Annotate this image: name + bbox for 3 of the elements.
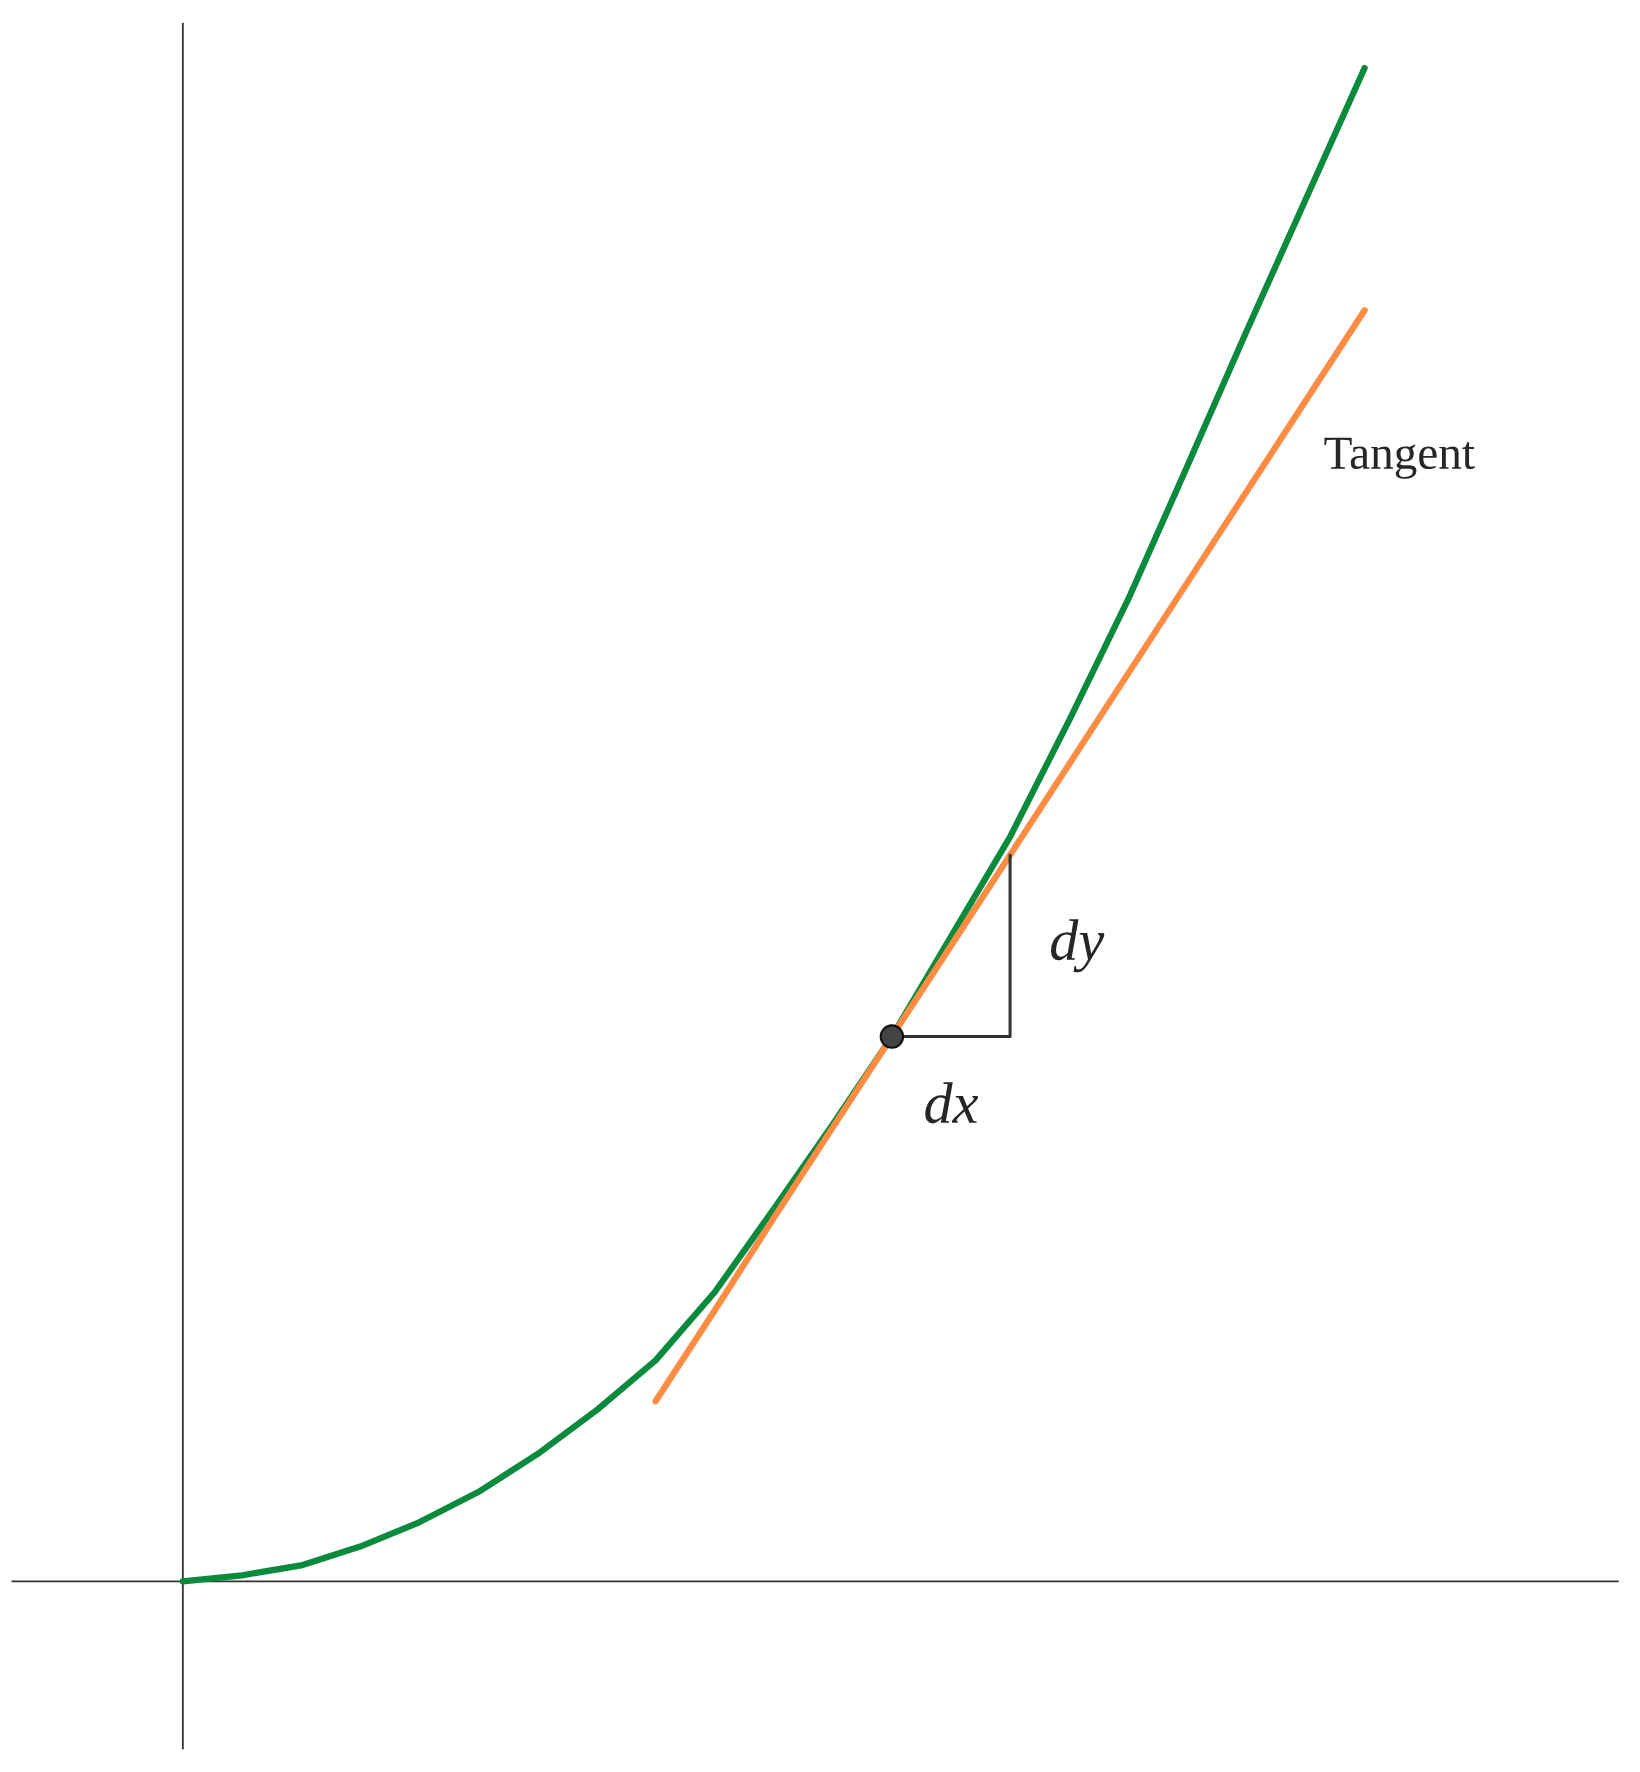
annotation: dy [1050, 919, 1105, 973]
annotation: dx [925, 1082, 979, 1124]
series-label: Tangent [1324, 437, 1475, 479]
